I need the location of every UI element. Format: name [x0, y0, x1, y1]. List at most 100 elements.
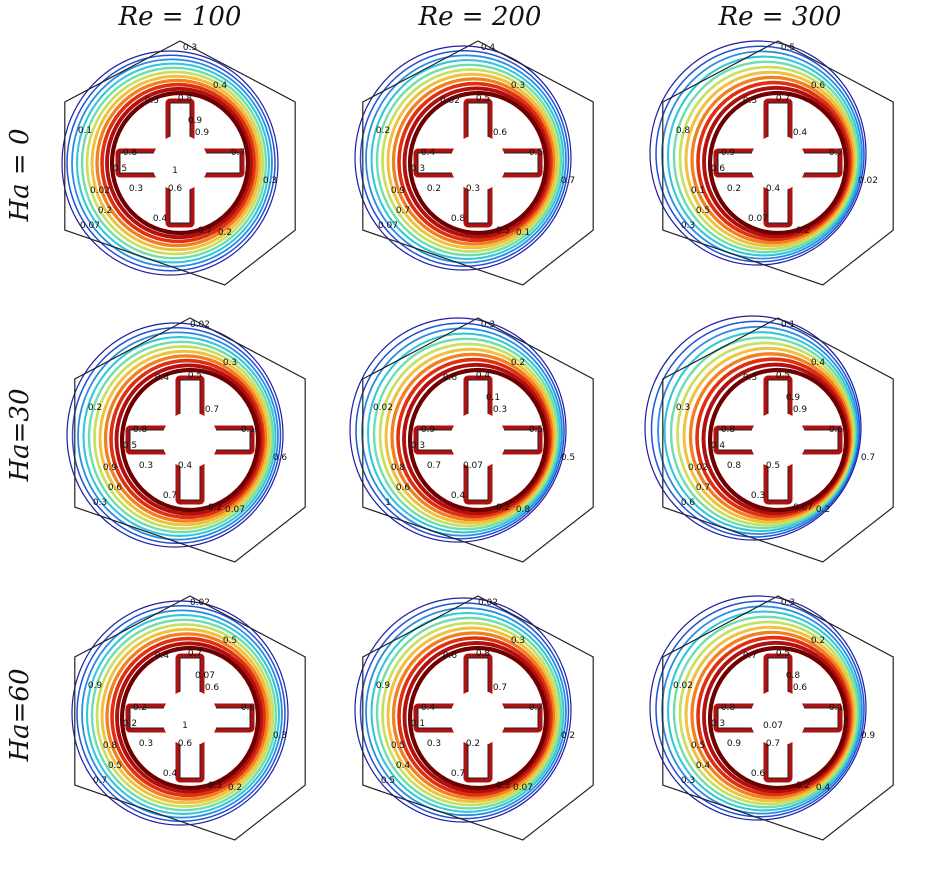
- contour-value-label: 0.5: [391, 741, 405, 751]
- contour-panel-9: 0.3 0.2 0.7 0.5 0.9 0.5 0.02 0.6 0.8 0.3 0.1 0.9 0.7…: [649, 595, 894, 841]
- contour-value-label: 0.02: [688, 463, 708, 473]
- contour-value-label: 0.8: [721, 425, 736, 435]
- contour-value-label: 0.9: [376, 681, 391, 691]
- contour-value-label: 0.8: [516, 505, 531, 515]
- isotherm-line: [684, 70, 856, 248]
- contour-value-label: 0.3: [427, 739, 441, 749]
- isotherm-line: [696, 80, 852, 242]
- contour-value-label: 0.1: [241, 425, 255, 435]
- isotherm-line: [119, 367, 261, 513]
- contour-value-label: 0.4: [155, 373, 170, 383]
- contour-value-label: 1: [172, 166, 178, 176]
- contour-value-label: 0.02: [90, 186, 110, 196]
- contour-value-label: 0.8: [178, 94, 193, 104]
- isotherm-line: [103, 354, 268, 523]
- isotherm-line: [115, 641, 263, 794]
- contour-value-label: 0.07: [763, 721, 783, 731]
- contour-value-label: 0.7: [231, 148, 245, 158]
- contour-value-label: 0.07: [793, 503, 813, 513]
- isotherm-line: [650, 320, 861, 538]
- isotherm-line: [375, 63, 563, 257]
- isotherm-line: [90, 618, 278, 812]
- contour-value-label: 0.5: [188, 371, 202, 381]
- contour-value-label: 0.6: [793, 683, 808, 693]
- contour-value-label: 0.3: [129, 184, 143, 194]
- contour-value-label: 0.4: [793, 128, 808, 138]
- contour-value-label: 0.5: [781, 43, 795, 53]
- contour-value-label: 0.3: [676, 403, 690, 413]
- contour-value-label: 0.1: [486, 393, 500, 403]
- contour-value-label: 0.9: [421, 425, 436, 435]
- isotherm-line: [359, 49, 570, 268]
- contour-value-label: 0.4: [476, 371, 491, 381]
- isotherm-line: [381, 621, 560, 807]
- contour-value-label: 0.02: [440, 96, 460, 106]
- contour-value-label: 1: [182, 721, 188, 731]
- contour-value-label: 0.9: [103, 463, 118, 473]
- contour-value-label: 0.6: [443, 651, 458, 661]
- contour-value-label: 0.3: [93, 498, 107, 508]
- isotherm-line: [365, 54, 567, 264]
- isotherm-line: [655, 45, 865, 263]
- contour-value-label: 0.3: [411, 441, 425, 451]
- contour-value-label: 0.3: [681, 776, 695, 786]
- isotherm-line: [354, 45, 572, 271]
- contour-value-label: 0.2: [466, 739, 480, 749]
- isotherm-line: [361, 327, 563, 537]
- contour-value-label: 0.02: [190, 320, 210, 330]
- contour-value-label: 0.7: [743, 651, 757, 661]
- isotherm-line: [644, 315, 862, 541]
- isotherm-line: [355, 322, 565, 540]
- contour-value-label: 0.9: [861, 731, 876, 741]
- contour-value-label: 0.9: [88, 681, 103, 691]
- contour-value-label: 0.3: [511, 81, 525, 91]
- isotherm-line: [66, 322, 284, 548]
- contour-value-label: 0.3: [139, 461, 153, 471]
- isotherm-line: [397, 81, 553, 243]
- isotherm-line: [707, 90, 849, 236]
- column-title-re-100: Re = 100: [118, 2, 242, 32]
- contour-value-label: 0.1: [78, 126, 92, 136]
- isotherm-line: [95, 78, 259, 248]
- contour-value-label: 0.5: [696, 206, 710, 216]
- contour-value-label: 0.2: [123, 719, 137, 729]
- isotherm-line: [672, 60, 860, 254]
- contour-value-label: 0.7: [205, 405, 219, 415]
- contour-value-label: 0.7: [529, 703, 543, 713]
- isotherm-line: [77, 331, 279, 541]
- isotherm-line: [390, 352, 554, 522]
- contour-value-label: 0.9: [793, 405, 808, 415]
- contour-value-label: 0.7: [198, 226, 212, 236]
- isotherm-line: [384, 347, 556, 525]
- contour-value-label: 0.5: [123, 441, 137, 451]
- isotherm-line: [407, 90, 549, 236]
- contour-panel-4: 0.02 0.3 0.4 0.5 0.6 0.9 0.2 0.7 0.8 0.5 0.1 0.3 0.4…: [66, 317, 306, 563]
- contour-value-label: 0.6: [178, 739, 193, 749]
- contour-value-label: 0.3: [466, 184, 480, 194]
- contour-value-label: 0.5: [496, 226, 510, 236]
- obstacle-core: [450, 135, 506, 191]
- isotherm-line: [354, 597, 572, 823]
- contour-value-label: 0.07: [195, 671, 215, 681]
- contour-value-label: 0.8: [391, 463, 406, 473]
- isotherm-line: [85, 614, 281, 815]
- contour-value-label: 0.2: [208, 503, 222, 513]
- contour-value-label: 0.7: [493, 683, 507, 693]
- isotherm-line: [661, 50, 863, 260]
- contour-panel-6: 0.10.40.3 0.50.70.020.3 0.90.80.40.60.8 0.5…: [644, 315, 894, 563]
- contour-value-label: 0.4: [481, 43, 496, 53]
- contour-value-label: 0.9: [188, 116, 203, 126]
- contour-value-label: 0.6: [681, 498, 696, 508]
- contour-value-label: 0.9: [727, 739, 742, 749]
- contour-value-label: 0.1: [829, 703, 843, 713]
- isotherm-line: [649, 595, 867, 821]
- isotherm-line: [402, 86, 551, 239]
- obstacle-core: [450, 690, 506, 746]
- isotherm-line: [402, 641, 551, 794]
- contour-value-label: 0.4: [811, 358, 826, 368]
- isotherm-line: [372, 337, 560, 531]
- isotherm-line: [676, 341, 855, 527]
- contour-value-label: 0.07: [225, 505, 245, 515]
- contour-value-label: 0.7: [396, 206, 410, 216]
- contour-panel-8: 0.02 0.3 0.6 0.8 0.2 0.5 0.9 0.7 0.4 0.1 0.7 0.3 0.2…: [354, 595, 594, 841]
